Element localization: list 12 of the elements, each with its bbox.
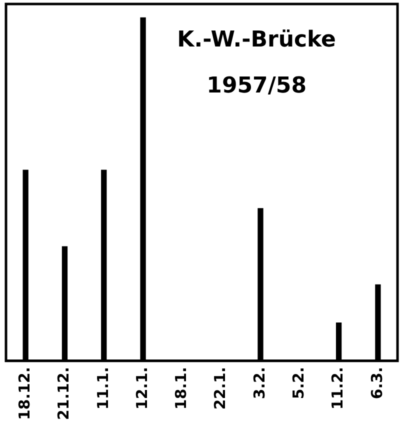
x-tick-label: 3.2. (250, 366, 268, 400)
x-tick-label: 12.1. (132, 366, 151, 410)
text: 1957/58 (206, 74, 307, 99)
x-tick-label: 5.2. (290, 366, 308, 400)
x-tick-label: 22.1. (211, 366, 230, 410)
x-tick-label: 11.1. (94, 366, 112, 410)
x-tick-label: 18.12. (15, 366, 34, 420)
x-tick-label: 11.2. (328, 366, 347, 410)
text: K.-W.-Brücke (177, 28, 336, 53)
x-tick-label: 21.12. (54, 366, 73, 420)
x-tick-label: 6.3. (368, 366, 386, 400)
x-tick-label: 18.1. (172, 366, 190, 410)
